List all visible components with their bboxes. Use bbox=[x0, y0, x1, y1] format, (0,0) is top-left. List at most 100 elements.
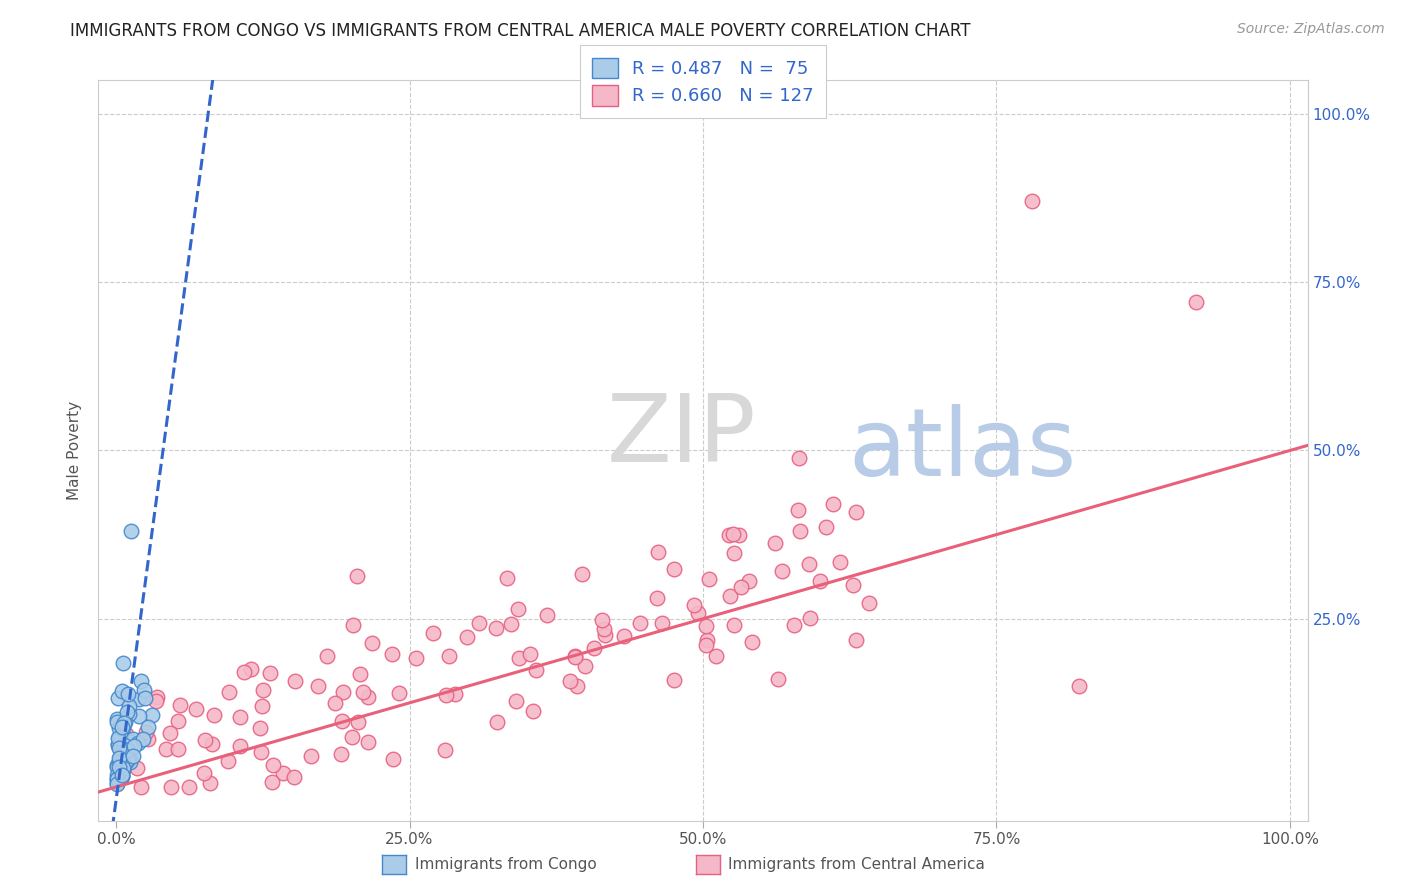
Point bbox=[132, 732, 155, 747]
Point bbox=[160, 780, 183, 794]
Point bbox=[240, 662, 263, 676]
Text: Immigrants from Central America: Immigrants from Central America bbox=[728, 857, 986, 871]
Point bbox=[167, 742, 190, 756]
Point bbox=[107, 737, 129, 751]
Point bbox=[108, 730, 131, 744]
Point bbox=[110, 762, 132, 776]
Point bbox=[651, 616, 673, 631]
Point bbox=[111, 721, 134, 735]
Point bbox=[347, 715, 370, 730]
Point bbox=[645, 591, 668, 606]
Point bbox=[105, 714, 128, 729]
Point bbox=[111, 769, 134, 783]
Point bbox=[122, 739, 145, 754]
Point bbox=[560, 673, 582, 688]
Point bbox=[695, 638, 717, 652]
Point bbox=[422, 626, 444, 640]
Point bbox=[786, 503, 808, 517]
Point bbox=[112, 738, 135, 752]
Point bbox=[184, 702, 207, 716]
Point bbox=[118, 699, 141, 714]
Point bbox=[135, 724, 157, 739]
Point bbox=[169, 698, 191, 712]
Point bbox=[194, 732, 217, 747]
Point bbox=[146, 690, 169, 704]
Point bbox=[381, 648, 404, 662]
Point bbox=[299, 748, 322, 763]
Point bbox=[332, 714, 354, 728]
Point bbox=[284, 674, 307, 689]
Point bbox=[129, 673, 152, 688]
Point bbox=[789, 524, 811, 538]
Point bbox=[845, 505, 868, 519]
Point bbox=[361, 636, 384, 650]
Point bbox=[1185, 295, 1208, 310]
Point bbox=[105, 772, 128, 787]
Point bbox=[108, 740, 131, 755]
Point bbox=[591, 613, 613, 627]
Point bbox=[323, 696, 346, 710]
Point bbox=[799, 610, 821, 624]
Point bbox=[111, 720, 134, 734]
Point bbox=[830, 555, 852, 569]
Point bbox=[134, 683, 156, 698]
Point bbox=[738, 574, 761, 589]
Point bbox=[193, 765, 215, 780]
Point bbox=[105, 775, 128, 789]
Point bbox=[765, 536, 787, 550]
Point bbox=[111, 752, 134, 766]
Point bbox=[506, 602, 529, 616]
Point bbox=[695, 619, 717, 633]
Point bbox=[112, 762, 135, 776]
Point bbox=[519, 648, 541, 662]
Point bbox=[405, 651, 427, 665]
Point bbox=[496, 571, 519, 585]
Point bbox=[845, 633, 868, 648]
Point bbox=[111, 765, 134, 780]
Point bbox=[683, 599, 706, 613]
Point bbox=[233, 665, 256, 679]
Point bbox=[229, 739, 252, 753]
Point bbox=[789, 450, 811, 465]
Point bbox=[662, 562, 685, 576]
Point bbox=[349, 667, 371, 681]
Point bbox=[723, 618, 745, 632]
Point bbox=[730, 580, 752, 594]
Point bbox=[564, 650, 586, 665]
Point bbox=[346, 568, 368, 582]
Point bbox=[105, 768, 128, 782]
Point bbox=[122, 731, 145, 746]
Point bbox=[858, 596, 880, 610]
Point bbox=[114, 746, 136, 760]
Point bbox=[706, 648, 728, 663]
Point bbox=[107, 691, 129, 706]
Point bbox=[783, 617, 806, 632]
Point bbox=[823, 497, 845, 511]
Point bbox=[434, 743, 457, 757]
Point bbox=[1067, 679, 1090, 693]
Point bbox=[524, 663, 547, 677]
Point bbox=[485, 621, 508, 635]
Point bbox=[249, 721, 271, 735]
Point bbox=[105, 772, 128, 787]
Point bbox=[508, 650, 530, 665]
Point bbox=[117, 752, 139, 766]
Point bbox=[628, 615, 651, 630]
Point bbox=[723, 527, 745, 541]
Point bbox=[114, 715, 136, 730]
Point bbox=[111, 656, 134, 670]
Point bbox=[536, 608, 558, 623]
Point bbox=[352, 685, 374, 699]
Point bbox=[120, 524, 142, 539]
Legend: R = 0.487   N =  75, R = 0.660   N = 127: R = 0.487 N = 75, R = 0.660 N = 127 bbox=[579, 45, 827, 119]
Point bbox=[718, 528, 741, 542]
Point bbox=[485, 714, 508, 729]
Point bbox=[105, 777, 128, 791]
Point bbox=[110, 726, 132, 740]
Point bbox=[110, 747, 132, 762]
Point bbox=[766, 672, 789, 686]
Point bbox=[686, 606, 709, 620]
Point bbox=[262, 758, 284, 772]
Point bbox=[723, 546, 745, 560]
Point bbox=[105, 712, 128, 726]
